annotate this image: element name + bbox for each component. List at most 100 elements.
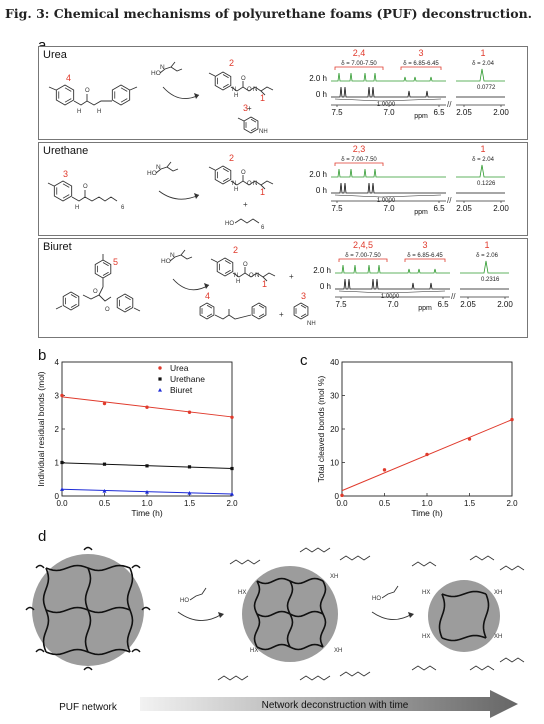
data-point	[102, 401, 107, 406]
ring-bond	[102, 271, 109, 276]
reaction-name: Biuret	[43, 241, 72, 253]
proton-label-4: 4	[205, 291, 210, 301]
strand-end	[131, 648, 141, 653]
ring-bond	[224, 269, 231, 274]
bond	[208, 72, 216, 77]
oxime-chain	[169, 249, 186, 262]
nitrogen: N	[232, 87, 236, 93]
x-tick-label: 2.05	[460, 300, 476, 309]
carbamate-group	[469, 665, 495, 671]
oxime-chain	[381, 585, 399, 599]
peak-bracket	[334, 66, 384, 70]
nmr-trace-2h	[331, 72, 446, 82]
integral-curve	[334, 98, 442, 102]
peak-delta-label: δ = 6.85-6.45	[403, 61, 439, 67]
legend-label: Biuret	[170, 385, 193, 395]
bond	[55, 305, 63, 310]
proton-label-1: 1	[262, 279, 267, 289]
carbamate-group	[229, 559, 261, 565]
peak-delta-label: δ = 7.00-7.50	[341, 157, 377, 163]
x-tick-label: 1.0	[141, 499, 153, 508]
plus-sign: +	[289, 272, 294, 281]
data-point	[60, 487, 64, 491]
x-tick-label: 7.5	[331, 204, 343, 213]
chain-subscript: 6	[121, 205, 125, 211]
hx-label: HX	[250, 648, 258, 654]
nitrogen: N	[255, 273, 259, 279]
nh: H	[77, 109, 81, 115]
y-tick-label: 10	[330, 459, 339, 468]
y-tick-label: 4	[55, 358, 60, 367]
x-tick-label: 0.5	[379, 499, 391, 508]
peak-bracket	[334, 162, 384, 166]
plus-sign: +	[279, 310, 284, 319]
data-point	[187, 410, 192, 414]
x-tick-label: 2.05	[456, 108, 472, 117]
peak-group-label: 2,4,5	[353, 240, 373, 250]
ppm-label: ppm	[414, 113, 428, 120]
oxime-chain	[189, 587, 207, 601]
ring-bond	[124, 305, 131, 310]
bond	[48, 86, 57, 91]
time-label-2h: 2.0 h	[309, 74, 327, 83]
x-tick-label: 1.5	[464, 499, 476, 508]
x-tick-label: 7.5	[335, 300, 347, 309]
data-point	[230, 415, 234, 419]
data-point	[102, 488, 107, 493]
alcohol-ho: HO	[225, 221, 234, 227]
oxygen: O	[241, 76, 246, 82]
integral-small: 0.2316	[481, 277, 500, 283]
peak-delta-label: δ = 2.04	[472, 61, 495, 67]
peak-group-label: 1	[480, 144, 485, 154]
time-label-2h: 2.0 h	[313, 266, 331, 275]
proton-label-2: 2	[233, 245, 238, 255]
y-tick-label: 3	[55, 392, 60, 401]
peak-delta-label: δ = 2.04	[472, 157, 495, 163]
ring-bond	[64, 87, 72, 92]
oxygen: O	[83, 184, 88, 190]
xh-label: XH	[494, 590, 502, 596]
time-label-0h: 0 h	[320, 282, 331, 291]
bond	[47, 182, 55, 187]
nmr-trace-0h	[331, 86, 446, 98]
chain-subscript: 6	[261, 225, 265, 231]
xh-label: XH	[494, 634, 502, 640]
nmr-trace-2h	[331, 168, 446, 178]
proton-label-3: 3	[301, 291, 306, 301]
x-axis-label: Time (h)	[131, 508, 162, 518]
panel-label-c: c	[300, 352, 308, 369]
data-point	[145, 489, 149, 494]
nh: H	[234, 93, 238, 99]
oxime-ethyl	[166, 166, 179, 172]
proton-label-5: 5	[113, 257, 118, 267]
xh-label: XH	[334, 648, 342, 654]
time-label-2h: 2.0 h	[309, 170, 327, 179]
y-axis-label: Total cleaved bonds (mol %)	[316, 375, 326, 482]
y-tick-label: 20	[330, 425, 339, 434]
ring-bond	[62, 194, 70, 199]
ring-bond	[64, 98, 72, 103]
oxime-n: N	[156, 164, 161, 171]
deconstructed-sphere	[428, 580, 500, 652]
ring-bond	[124, 296, 131, 301]
peak-bracket	[338, 258, 388, 262]
axis-break: //	[451, 292, 456, 301]
bond	[237, 117, 245, 122]
peak-group-label: 1	[480, 48, 485, 58]
reaction-arrow	[162, 86, 200, 100]
benzene-ring	[251, 302, 267, 320]
x-tick-label: 7.5	[331, 108, 343, 117]
network-strand	[45, 648, 131, 656]
ring-bond	[258, 313, 265, 318]
legend-marker	[158, 377, 162, 381]
oxygen: O	[247, 87, 252, 93]
ppm-label: ppm	[418, 305, 432, 312]
biuret-chain	[98, 294, 112, 302]
carbamate-group	[411, 561, 437, 567]
hx-label: HX	[422, 590, 430, 596]
oxygen: O	[93, 289, 98, 295]
integral-small: 0.1226	[477, 181, 496, 187]
nh: H	[234, 187, 238, 193]
plot-frame	[61, 361, 233, 497]
